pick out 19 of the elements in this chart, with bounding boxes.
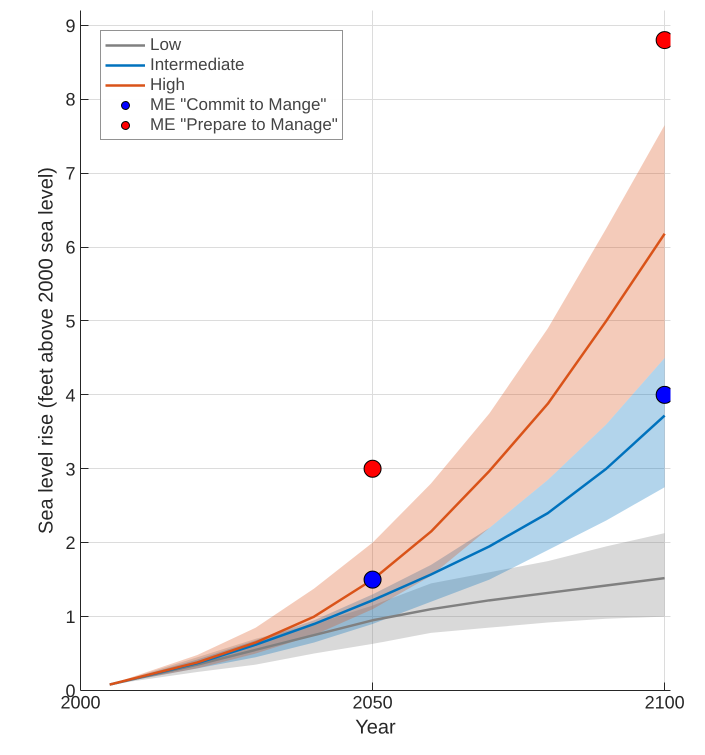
y-tick-label: 4: [65, 385, 76, 406]
y-tick-label: 9: [65, 16, 76, 36]
y-axis-title: Sea level rise (feet above 2000 sea level): [35, 167, 58, 534]
legend-label: Low: [150, 35, 182, 55]
legend-label: High: [150, 75, 185, 95]
y-tick-label: 7: [65, 164, 76, 184]
y-tick-label: 6: [65, 238, 76, 258]
line-series: [108, 232, 666, 686]
legend-label: ME "Commit to Mange": [150, 95, 326, 115]
y-tick-label: 1: [65, 607, 76, 628]
y-tick-label: 5: [65, 311, 76, 332]
y-tick-label: 8: [65, 90, 76, 110]
x-tick-label: 2050: [352, 692, 393, 712]
legend-label: Intermediate: [150, 55, 244, 75]
x-tick-label: 2100: [644, 692, 685, 712]
y-tick-label: 3: [65, 459, 76, 480]
y-tick-label: 2: [65, 533, 76, 554]
x-axis-title: Year: [355, 716, 396, 738]
legend-label: ME "Prepare to Manage": [150, 115, 338, 135]
